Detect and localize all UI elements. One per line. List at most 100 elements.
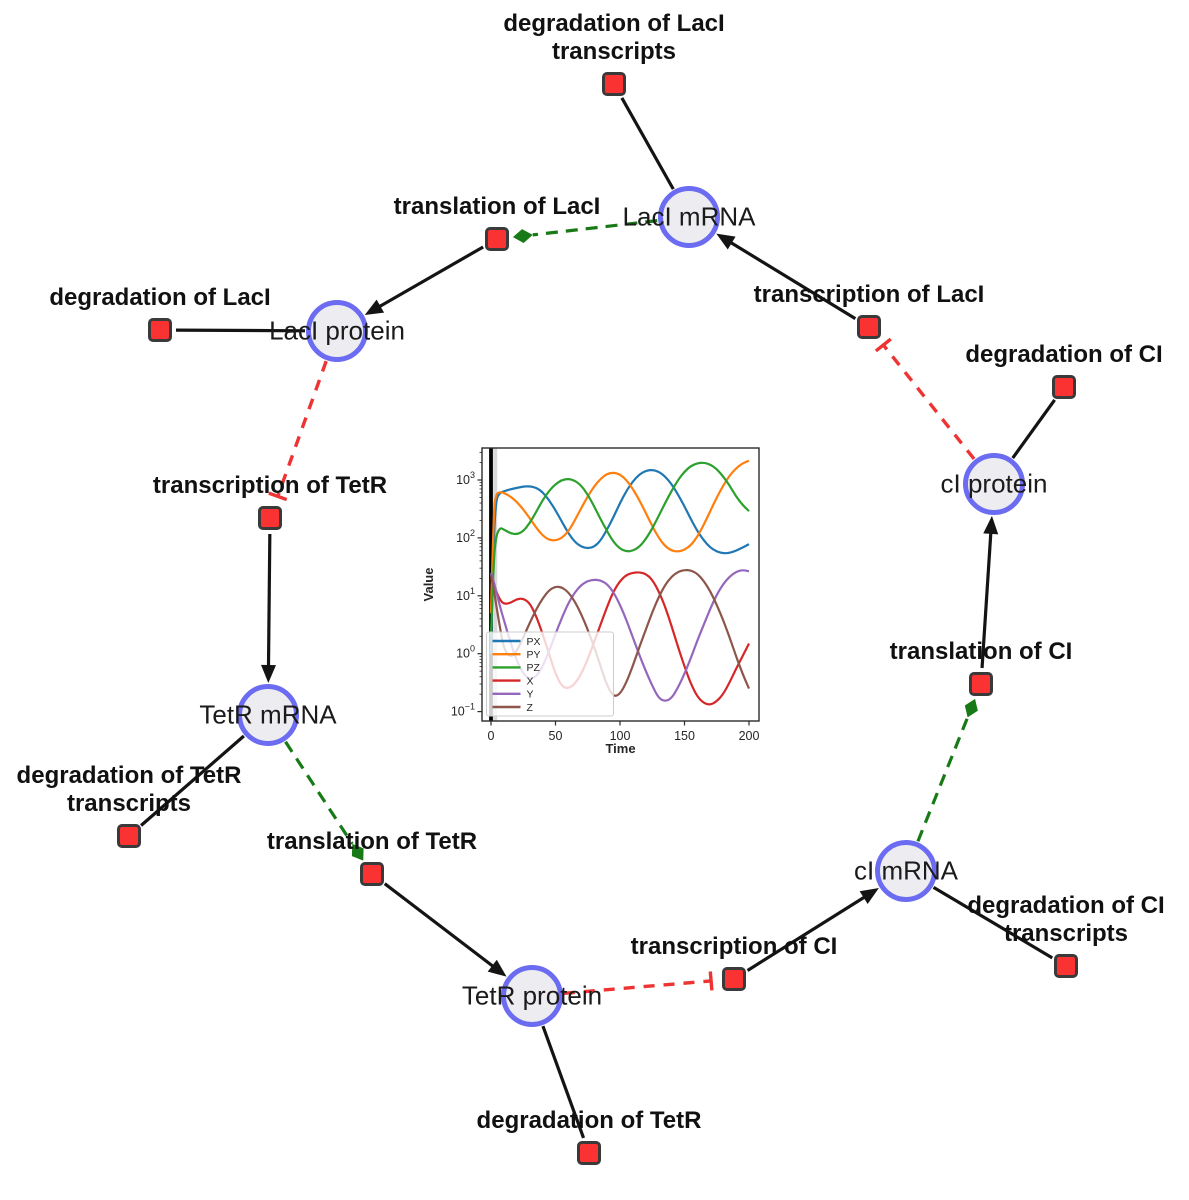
modifier-diamond (512, 229, 533, 243)
legend-label-PX: PX (527, 636, 541, 648)
reaction-node-degradation-tetr (577, 1141, 601, 1165)
x-tick-label: 100 (610, 729, 631, 743)
species-node-laci-protein: LacI protein (269, 300, 405, 362)
reaction-label-degradation-tetr: degradation of TetR (477, 1107, 702, 1135)
legend-label-PY: PY (527, 649, 541, 661)
reaction-label-transcription-tetr: transcription of TetR (153, 472, 387, 500)
reaction-label-degradation-ci: degradation of CI (965, 341, 1162, 369)
legend-label-X: X (527, 675, 534, 687)
edge-laci-protein-to-deg-laci (175, 328, 306, 333)
label-line: degradation of LacI (503, 10, 725, 37)
edge-ci-protein-to-deg-ci (1011, 399, 1056, 459)
label-line: translation of TetR (266, 828, 478, 855)
label-line: degradation of LacI (49, 284, 271, 311)
label-line: degradation of TetR (476, 1107, 702, 1134)
edge-laci-protein-to-transcription-tetr (268, 360, 328, 502)
reaction-node-degradation-tetr-transcripts (117, 824, 141, 848)
edge-laci-mrna-to-deg-laci-transcripts (620, 97, 675, 190)
label-line: transcription of CI (630, 933, 838, 960)
edge-translation-laci-to-laci-protein (364, 245, 484, 316)
series-PY-line (489, 459, 750, 614)
arrowhead (983, 515, 999, 535)
label-line: degradation of CI (967, 892, 1165, 919)
x-tick-label: 150 (674, 729, 695, 743)
y-tick-label: 100 (456, 644, 475, 661)
species-node-tetr-protein: TetR protein (462, 965, 602, 1027)
edge-translation-ci-to-ci-protein (980, 515, 999, 669)
reaction-node-transcription-ci (722, 967, 746, 991)
label-line: degradation of TetR (16, 762, 242, 789)
label-line: translation of LacI (393, 193, 601, 220)
reaction-label-degradation-laci: degradation of LacI (49, 284, 270, 312)
x-tick-label: 50 (549, 729, 563, 743)
legend-label-Z: Z (527, 702, 534, 714)
series-X-line (490, 571, 750, 706)
species-node-ci-protein: cI protein (941, 453, 1047, 515)
modifier-diamond (351, 843, 364, 861)
series-PX-line (489, 468, 750, 654)
edge-ci-protein-to-transcription-laci (874, 337, 976, 461)
reaction-label-degradation-ci-transcripts: degradation of CI transcripts (967, 892, 1164, 948)
inhibition-tbar (708, 971, 714, 991)
edge-translation-tetr-to-tetr-protein (383, 882, 507, 977)
species-label-tetr-mrna: TetR mRNA (199, 699, 337, 730)
label-line: transcription of TetR (152, 472, 388, 499)
reaction-label-degradation-tetr-transcripts: degradation of TetR transcripts (17, 762, 242, 818)
edge-ci-mrna-to-deg-ci-transcripts (932, 885, 1054, 960)
species-label-laci-protein: LacI protein (269, 315, 405, 346)
y-tick-label: 102 (456, 528, 475, 545)
arrowhead (716, 233, 736, 250)
reaction-label-transcription-laci: transcription of LacI (754, 281, 985, 309)
label-line: transcription of LacI (753, 281, 985, 308)
label-line: translation of CI (889, 638, 1073, 665)
series-PZ-line (489, 461, 750, 637)
arrowhead (487, 959, 507, 977)
arrowhead (261, 664, 277, 684)
reaction-node-translation-tetr (360, 862, 384, 886)
y-tick-label: 103 (456, 470, 475, 487)
edge-transcription-tetr-to-tetr-mrna (261, 533, 277, 684)
reaction-node-transcription-laci (857, 315, 881, 339)
reaction-label-translation-laci: translation of LacI (394, 193, 601, 221)
species-label-ci-mrna: cI mRNA (854, 855, 958, 886)
reaction-label-degradation-laci-transcripts: degradation of LacI transcripts (503, 10, 724, 66)
label-line: degradation of CI (965, 341, 1163, 368)
arrowhead (859, 888, 879, 904)
reaction-node-translation-ci (969, 672, 993, 696)
species-node-laci-mrna: LacI mRNA (623, 186, 755, 248)
species-label-tetr-protein: TetR protein (461, 980, 603, 1011)
x-tick-label: 0 (488, 729, 495, 743)
edge-tetr-protein-to-deg-tetr (541, 1025, 586, 1139)
legend-label-Y: Y (527, 689, 534, 701)
species-node-tetr-mrna: TetR mRNA (199, 684, 337, 746)
species-node-ci-mrna: cI mRNA (854, 840, 958, 902)
x-tick-label: 200 (739, 729, 760, 743)
species-label-laci-mrna: LacI mRNA (622, 201, 756, 232)
y-tick-label: 101 (456, 586, 475, 603)
edge-tetr-mrna-to-deg-tetr-transcripts (140, 734, 245, 827)
chart: 0 50 100 150 20010−1100101102103TimeValuePXP… (421, 447, 760, 756)
arrowhead (364, 299, 385, 316)
reaction-label-translation-tetr: translation of TetR (267, 828, 477, 856)
reaction-node-degradation-laci-transcripts (602, 72, 626, 96)
inhibition-tbar (268, 491, 288, 502)
edge-tetr-protein-to-transcription-ci (563, 971, 714, 996)
reaction-node-transcription-tetr (258, 506, 282, 530)
label-line: transcripts (1003, 920, 1129, 947)
label-line: transcripts (66, 790, 192, 817)
reaction-node-translation-laci (485, 227, 509, 251)
inhibition-tbar (874, 337, 892, 353)
edge-laci-mrna-to-translation-laci (512, 219, 658, 243)
edge-layer (140, 97, 1056, 1139)
edge-ci-mrna-to-translation-ci (916, 698, 978, 842)
legend-label-PZ: PZ (527, 662, 541, 674)
y-axis-label: Value (421, 568, 436, 602)
x-axis-label: Time (605, 741, 635, 756)
reaction-label-translation-ci: translation of CI (890, 638, 1073, 666)
reaction-label-transcription-ci: transcription of CI (631, 933, 838, 961)
reaction-node-degradation-laci (148, 318, 172, 342)
edge-transcription-laci-to-laci-mrna (716, 233, 857, 321)
